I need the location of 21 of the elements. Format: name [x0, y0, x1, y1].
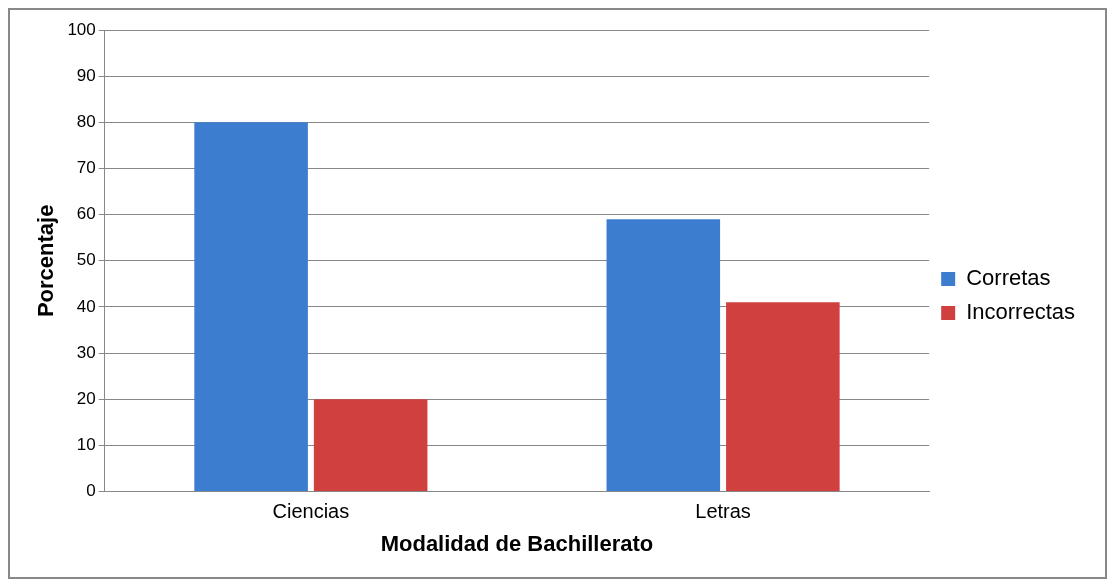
y-tick-label: 90	[76, 65, 96, 85]
y-tick-label: 20	[76, 388, 96, 408]
y-tick-label: 10	[76, 435, 96, 455]
y-axis-title: Porcentaje	[33, 204, 59, 318]
x-tick-label: Letras	[695, 500, 751, 523]
y-tick-label: 70	[76, 158, 96, 178]
y-tick-label: 50	[76, 250, 96, 270]
legend-label: Corretas	[966, 265, 1051, 291]
y-tick-label: 60	[76, 204, 96, 224]
y-tick-label: 40	[76, 296, 96, 316]
bar	[313, 399, 428, 492]
y-tick-label: 30	[76, 342, 96, 362]
y-tick-label: 100	[67, 19, 96, 39]
bar	[194, 122, 308, 492]
x-tick-label: Ciencias	[272, 500, 350, 523]
y-tick-label: 80	[76, 112, 96, 132]
y-tick-label: 0	[86, 481, 96, 501]
x-axis-title: Modalidad de Bachillerato	[380, 530, 654, 556]
legend-label: Incorrectas	[966, 299, 1076, 325]
bar	[606, 219, 721, 492]
bar	[726, 302, 840, 492]
